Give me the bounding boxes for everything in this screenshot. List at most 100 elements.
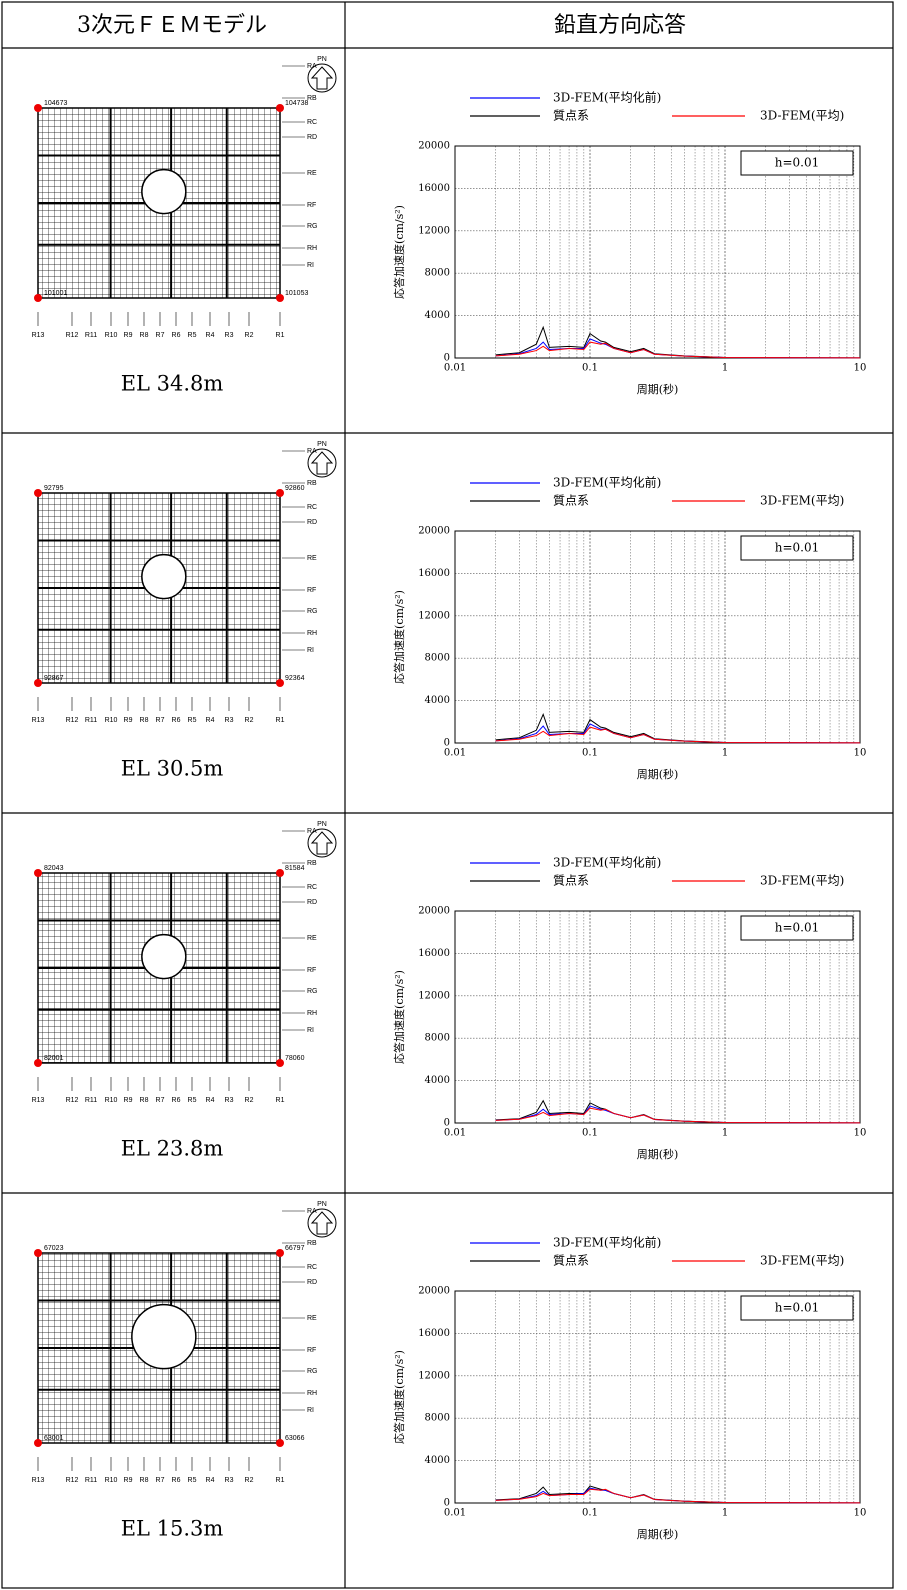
elevation: EL 34.8m [121, 372, 224, 396]
grid-row-label: RF [307, 587, 316, 594]
y-tick-label: 8000 [425, 653, 450, 664]
grid-col-label: R10 [105, 1477, 118, 1484]
grid-col-label: R11 [85, 1477, 97, 1484]
y-axis-label: 応答加速度(cm/s²) [392, 970, 406, 1064]
node-label: 82043 [44, 865, 64, 872]
grid-row-label: RD [307, 1279, 317, 1286]
grid-row-label: RI [307, 1407, 314, 1414]
grid-col-label: R5 [188, 1477, 197, 1484]
north-arrow [310, 451, 334, 475]
y-tick-label: 0 [444, 1118, 450, 1129]
grid-col-label: R4 [206, 1097, 215, 1104]
y-tick-label: 12000 [418, 610, 450, 621]
grid-col-label: R8 [140, 1477, 149, 1484]
x-tick-label: 10 [854, 363, 867, 374]
y-tick-label: 8000 [425, 268, 450, 279]
grid-col-label: R3 [225, 332, 234, 339]
elevation: EL 30.5m [121, 757, 224, 781]
grid-col-label: R2 [245, 332, 254, 339]
grid-col-label: R5 [188, 717, 197, 724]
grid-col-label: R7 [156, 332, 165, 339]
north-arrow [310, 1211, 334, 1235]
grid-row-label: RC [307, 884, 317, 891]
grid-col-label: R4 [206, 332, 215, 339]
legend-label: 3D-FEM(平均) [760, 109, 844, 123]
opening [141, 168, 187, 215]
legend-label: 3D-FEM(平均化前) [553, 90, 661, 105]
grid-col-label: R13 [32, 1097, 45, 1104]
grid-col-label: R5 [188, 332, 197, 339]
grid-col-label: R2 [245, 1097, 254, 1104]
grid-row-label: RA [307, 828, 317, 835]
y-tick-label: 0 [444, 738, 450, 749]
series-line [495, 1107, 861, 1124]
grid-col-label: R11 [85, 1097, 97, 1104]
y-tick-label: 0 [444, 1498, 450, 1509]
grid-row-label: RB [307, 1240, 317, 1247]
x-tick-label: 1 [722, 1508, 728, 1519]
elevation: EL 23.8m [121, 1137, 224, 1161]
grid-row-label: RA [307, 1208, 317, 1215]
north-label: PN [317, 441, 327, 448]
legend-label: 3D-FEM(平均) [760, 874, 844, 888]
series-line [495, 712, 861, 744]
x-axis-label: 周期(秒) [637, 767, 679, 781]
grid-row-label: RB [307, 860, 317, 867]
grid-row-label: RD [307, 519, 317, 526]
grid-col-label: R9 [124, 717, 133, 724]
grid-col-label: R7 [156, 1477, 165, 1484]
y-tick-label: 12000 [418, 990, 450, 1001]
north-arrow [310, 66, 334, 90]
grid-row-label: RH [307, 1390, 317, 1397]
annotation: h=0.01 [775, 1301, 820, 1315]
grid-col-label: R1 [276, 332, 285, 339]
grid-row-label: RB [307, 480, 317, 487]
grid-row-label: RD [307, 134, 317, 141]
y-tick-label: 12000 [418, 225, 450, 236]
grid-row-label: RI [307, 647, 314, 654]
grid-col-label: R11 [85, 332, 97, 339]
legend-label: 質点系 [553, 1253, 589, 1268]
node-label: 66797 [285, 1245, 305, 1252]
node-label: 104738 [285, 100, 308, 107]
series-line [495, 726, 861, 744]
north-label: PN [317, 1201, 327, 1208]
x-tick-label: 0.1 [582, 1508, 598, 1519]
node-label: 81584 [285, 865, 305, 872]
node-label: 82001 [44, 1055, 64, 1062]
grid-row-label: RE [307, 555, 317, 562]
legend-label: 3D-FEM(平均化前) [553, 475, 661, 490]
y-tick-label: 4000 [425, 1075, 450, 1086]
node-label: 63001 [44, 1435, 64, 1442]
node-label: 92795 [44, 485, 64, 492]
grid-row-label: RH [307, 1010, 317, 1017]
grid-col-label: R13 [32, 717, 45, 724]
grid-col-label: R6 [172, 1097, 181, 1104]
grid-col-label: R11 [85, 717, 97, 724]
grid-col-label: R10 [105, 717, 118, 724]
legend-label: 3D-FEM(平均化前) [553, 1235, 661, 1250]
x-tick-label: 10 [854, 748, 867, 759]
grid-row-label: RD [307, 899, 317, 906]
y-tick-label: 16000 [418, 568, 450, 579]
grid-col-label: R9 [124, 1097, 133, 1104]
grid-col-label: R8 [140, 1097, 149, 1104]
node-dot [34, 1249, 42, 1257]
elevation: EL 15.3m [121, 1517, 224, 1541]
x-tick-label: 0.01 [444, 748, 466, 759]
y-tick-label: 4000 [425, 695, 450, 706]
row: PN 67023 66797 63001 63066 RA RB RC RD RE RF RG RH RI… [32, 1201, 867, 1541]
grid-row-label: RG [307, 608, 318, 615]
y-tick-label: 20000 [418, 141, 450, 152]
node-dot [34, 1439, 42, 1447]
y-tick-label: 20000 [418, 1286, 450, 1297]
grid-col-label: R12 [66, 1477, 79, 1484]
node-label: 101053 [285, 290, 308, 297]
node-dot [34, 294, 42, 302]
y-tick-label: 4000 [425, 1455, 450, 1466]
grid-col-label: R8 [140, 717, 149, 724]
node-label: 78060 [285, 1055, 305, 1062]
node-label: 104673 [44, 100, 67, 107]
x-axis-label: 周期(秒) [637, 1527, 679, 1541]
